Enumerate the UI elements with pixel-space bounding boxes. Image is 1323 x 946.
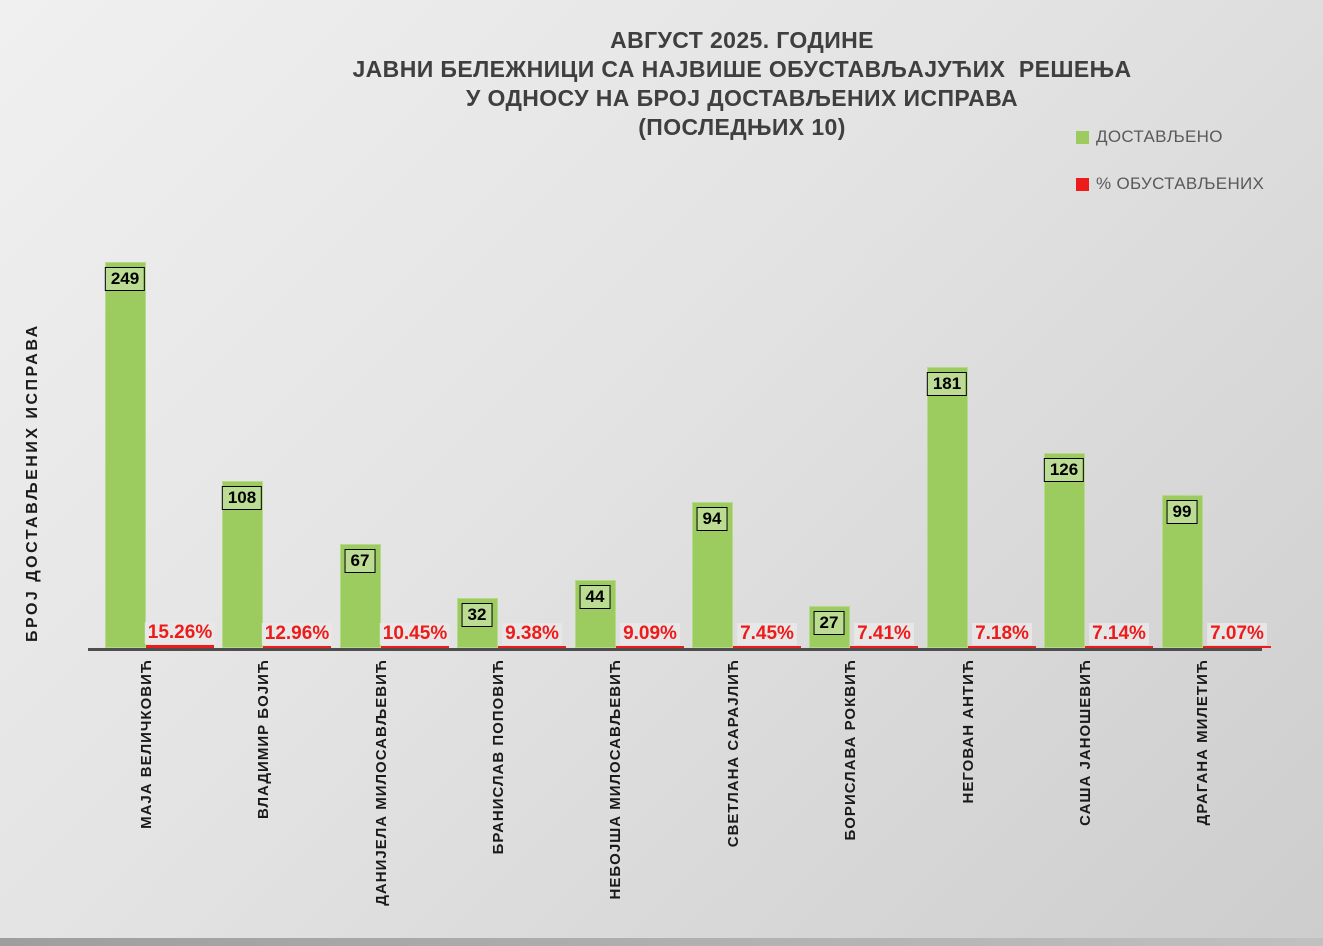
bar-value-label: 67	[344, 549, 376, 573]
bar-percent-suspended	[733, 646, 801, 648]
bar-delivered	[809, 606, 850, 648]
legend-swatch-percent-suspended-icon	[1076, 177, 1089, 191]
bar-delivered	[340, 544, 381, 648]
bar-percent-label: 7.45%	[737, 623, 797, 645]
bar-percent-label: 7.18%	[972, 623, 1032, 645]
slide-bottom-edge	[0, 938, 1323, 946]
bar-value-label: 249	[104, 267, 146, 291]
x-axis-label: СВЕТЛАНА САРАЈЛИЋ	[725, 659, 742, 848]
bar-percent-label: 7.07%	[1207, 623, 1267, 645]
bar-percent-suspended	[381, 646, 449, 648]
bar-delivered	[1162, 495, 1203, 648]
legend-swatch-delivered-icon	[1076, 130, 1089, 144]
bar-value-label: 32	[461, 603, 493, 627]
chart-title: АВГУСТ 2025. ГОДИНЕ ЈАВНИ БЕЛЕЖНИЦИ СА Н…	[292, 26, 1192, 142]
bar-delivered	[1044, 453, 1085, 648]
bar-value-label: 44	[579, 585, 611, 609]
bar-percent-suspended	[146, 645, 214, 648]
bar-percent-suspended	[1203, 646, 1271, 648]
bar-value-label: 94	[696, 507, 728, 531]
chart-title-line-3: У ОДНОСУ НА БРОЈ ДОСТАВЉЕНИХ ИСПРАВА	[465, 85, 1018, 111]
bar-percent-suspended	[850, 646, 918, 648]
bar-percent-label: 7.14%	[1089, 623, 1149, 645]
legend-label-percent-suspended: % ОБУСТАВЉЕНИХ	[1096, 174, 1265, 193]
chart-title-line-4: (ПОСЛЕДЊИХ 10)	[638, 114, 846, 140]
x-axis-label: НЕГОВАН АНТИЋ	[960, 659, 977, 804]
bar-percent-suspended	[968, 646, 1036, 648]
bar-delivered	[927, 367, 968, 648]
bar-delivered	[105, 262, 146, 648]
bar-value-label: 108	[221, 486, 263, 510]
bar-delivered	[575, 580, 616, 648]
bar-value-label: 27	[813, 611, 845, 635]
x-axis-label: ДРАГАНА МИЛЕТИЋ	[1194, 659, 1211, 826]
legend-item-delivered: ДОСТАВЉЕНО	[1076, 127, 1264, 147]
bar-percent-label: 12.96%	[261, 623, 333, 645]
x-axis-label: БОРИСЛАВА РОКВИЋ	[842, 659, 859, 841]
x-axis-label: ВЛАДИМИР БОЈИЋ	[255, 659, 272, 819]
x-axis-label: МАЈА ВЕЛИЧКОВИЋ	[138, 659, 155, 829]
bar-percent-suspended	[1085, 646, 1153, 648]
chart-title-line-2: ЈАВНИ БЕЛЕЖНИЦИ СА НАЈВИШЕ ОБУСТАВЉАЈУЋИ…	[352, 56, 1132, 82]
chart-legend: ДОСТАВЉЕНО % ОБУСТАВЉЕНИХ	[1076, 127, 1264, 221]
bar-percent-suspended	[616, 646, 684, 648]
x-axis-line	[88, 648, 1262, 651]
legend-label-delivered: ДОСТАВЉЕНО	[1096, 127, 1223, 146]
legend-item-percent-suspended: % ОБУСТАВЉЕНИХ	[1076, 174, 1264, 194]
bar-percent-label: 9.38%	[502, 623, 562, 645]
bar-percent-label: 7.41%	[854, 623, 914, 645]
bar-percent-suspended	[263, 646, 331, 648]
bar-delivered	[222, 481, 263, 648]
x-axis-label: САША ЈАНОШЕВИЋ	[1077, 659, 1094, 826]
bar-percent-label: 9.09%	[620, 623, 680, 645]
bar-percent-label: 10.45%	[379, 623, 451, 645]
bar-value-label: 181	[926, 372, 968, 396]
bar-delivered	[692, 502, 733, 648]
bar-value-label: 99	[1166, 500, 1198, 524]
x-axis-label: БРАНИСЛАВ ПОПОВИЋ	[490, 659, 507, 855]
chart-title-line-1: АВГУСТ 2025. ГОДИНЕ	[610, 27, 874, 53]
x-axis-label: НЕБОЈША МИЛОСАВЉЕВИЋ	[607, 659, 624, 900]
bar-percent-suspended	[498, 646, 566, 648]
bar-delivered	[457, 598, 498, 648]
bar-value-label: 126	[1043, 458, 1085, 482]
x-axis-label: ДАНИЈЕЛА МИЛОСАВЉЕВИЋ	[373, 659, 390, 906]
bar-percent-label: 15.26%	[144, 622, 216, 644]
